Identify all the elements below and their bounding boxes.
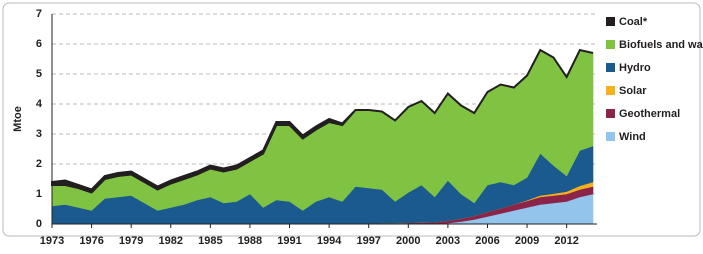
area [51,48,594,194]
x-tick-label: 1994 [317,235,342,247]
x-tick-label: 1973 [40,235,64,247]
legend-label: Coal* [619,16,648,28]
x-tick-label: 2012 [554,235,578,247]
legend-label: Wind [619,131,646,143]
legend-label: Hydro [619,62,651,74]
x-tick-label: 2009 [515,235,539,247]
y-tick-label: 2 [36,158,42,170]
x-tick-label: 1997 [356,235,380,247]
legend-swatch [606,132,615,141]
x-tick-label: 1988 [238,235,262,247]
legend-label: Solar [619,85,647,97]
x-tick-label: 2003 [436,235,460,247]
x-tick-label: 1982 [159,235,183,247]
x-tick-label: 1976 [79,235,103,247]
y-tick-label: 4 [36,98,43,110]
legend-swatch [606,109,615,118]
y-axis-label: Mtoe [12,106,24,132]
y-tick-label: 5 [36,68,42,80]
legend-label: Geothermal [619,108,680,120]
y-tick-label: 0 [36,218,42,230]
y-tick-label: 3 [36,128,42,140]
y-tick-label: 1 [36,188,42,200]
legend-label: Biofuels and waste [619,39,703,51]
legend-swatch [606,86,615,95]
x-tick-label: 2006 [475,235,499,247]
legend-swatch [606,63,615,72]
x-tick-label: 1985 [198,235,222,247]
legend-swatch [606,17,615,26]
y-tick-label: 6 [36,38,42,50]
y-tick-label: 7 [36,8,42,20]
frame [2,2,701,237]
x-tick-label: 1991 [277,235,301,247]
x-tick-label: 2000 [396,235,420,247]
legend-swatch [606,40,615,49]
x-tick-label: 1979 [119,235,143,247]
